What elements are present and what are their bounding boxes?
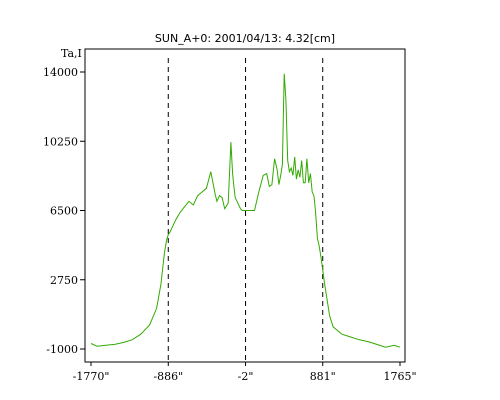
y-tick-label-2: 6500: [50, 205, 78, 218]
series-layer: [90, 73, 401, 348]
y-axis-label: Ta,I: [61, 47, 82, 60]
x-tick-label-4: 1765": [383, 370, 416, 383]
x-tick-group: -1770" -886" -2" 881" 1765": [73, 362, 417, 383]
y-tick-label-1: 2750: [50, 274, 78, 287]
y-tick-label-4: 14000: [43, 66, 78, 79]
series-line-0: [90, 73, 401, 348]
y-tick-group: -1000 2750 6500 10250 14000: [43, 66, 85, 356]
plot-frame: [84, 48, 406, 363]
y-tick-label-3: 10250: [43, 135, 78, 148]
y-tick-label-0: -1000: [46, 343, 78, 356]
chart-title: SUN_A+0: 2001/04/13: 4.32[cm]: [155, 32, 335, 45]
x-tick-label-1: -886": [153, 370, 183, 383]
vertical-marker-group: [167, 58, 324, 362]
x-tick-label-0: -1770": [73, 370, 110, 383]
x-tick-label-2: -2": [238, 370, 254, 383]
x-tick-label-3: 881": [310, 370, 336, 383]
